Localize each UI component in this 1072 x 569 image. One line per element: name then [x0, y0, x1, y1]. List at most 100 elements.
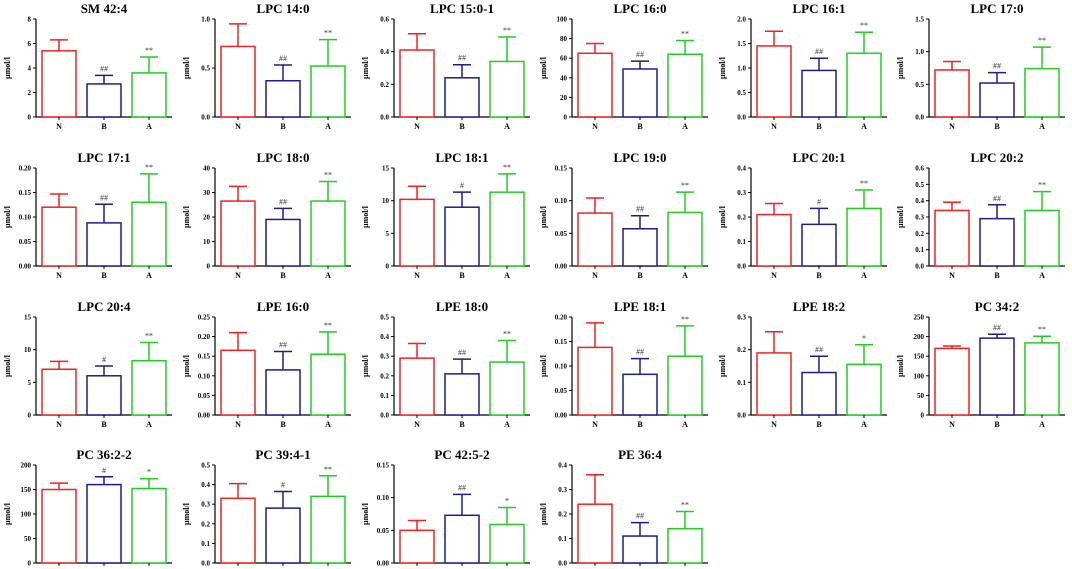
x-tick-label: A — [682, 271, 688, 280]
y-tick-label: 0.10 — [555, 363, 568, 371]
bar — [622, 535, 658, 564]
significance-label: ## — [993, 194, 1001, 203]
bar — [667, 53, 703, 118]
x-tick-label: B — [994, 271, 1000, 280]
bar — [979, 217, 1015, 267]
x-tick-label: A — [146, 122, 152, 131]
chart-panel: LPE 18:0 μmol/l 0.0 0.1 0.2 0.3 0.4 0.5 N B ## A ** — [361, 299, 530, 429]
y-tick-label: 0.0 — [380, 412, 389, 420]
x-tick-label: N — [949, 420, 955, 429]
y-tick-label: 10 — [24, 346, 32, 354]
y-tick-label: 1.0 — [201, 16, 210, 24]
y-tick-label: 0.5 — [737, 89, 746, 97]
bar — [979, 337, 1015, 416]
y-tick-label: 0.15 — [19, 189, 32, 197]
y-tick-label: 0.0 — [915, 114, 924, 122]
y-tick-label: 150 — [21, 486, 32, 494]
y-tick-label: 40 — [203, 165, 211, 173]
bar — [399, 529, 435, 564]
bar — [667, 527, 703, 564]
significance-label: ## — [815, 345, 823, 354]
significance-label: ## — [458, 483, 466, 492]
significance-label: # — [102, 355, 106, 364]
bar — [489, 523, 525, 564]
y-tick-label: 0.10 — [377, 494, 390, 502]
y-tick-label: 8 — [28, 16, 32, 24]
x-tick-label: A — [325, 271, 331, 280]
x-tick-label: N — [56, 271, 62, 280]
significance-label: ## — [279, 197, 287, 206]
bar — [220, 45, 256, 118]
significance-label: ** — [145, 46, 153, 55]
bar — [220, 349, 256, 416]
y-axis-label: μmol/l — [896, 205, 905, 228]
bar — [979, 82, 1015, 118]
chart-title: LPC 20:2 — [970, 150, 1023, 165]
y-axis-label: μmol/l — [539, 354, 548, 377]
bar — [220, 497, 256, 564]
y-axis-label: μmol/l — [361, 205, 370, 228]
bar — [131, 487, 167, 564]
significance-label: ** — [860, 21, 868, 30]
x-tick-label: A — [325, 420, 331, 429]
x-tick-label: A — [325, 122, 331, 131]
y-tick-label: 0.2 — [380, 372, 389, 380]
y-axis-label: μmol/l — [539, 56, 548, 79]
bar — [801, 371, 837, 416]
y-tick-label: 0.1 — [737, 379, 746, 387]
y-tick-label: 0.00 — [555, 263, 568, 271]
x-tick-label: A — [504, 420, 510, 429]
y-tick-label: 0.2 — [737, 214, 746, 222]
y-tick-label: 200 — [21, 462, 32, 470]
y-tick-label: 0.5 — [380, 314, 389, 322]
bar — [86, 375, 122, 416]
bar — [1024, 342, 1060, 416]
y-tick-label: 0.15 — [377, 462, 390, 470]
y-tick-label: 0 — [564, 114, 568, 122]
y-tick-label: 0.5 — [201, 462, 210, 470]
x-tick-label: B — [101, 271, 107, 280]
significance-label: ## — [993, 323, 1001, 332]
bar — [489, 191, 525, 267]
significance-label: ** — [681, 181, 689, 190]
significance-label: ** — [860, 179, 868, 188]
significance-label: * — [505, 496, 509, 505]
bar — [1024, 67, 1060, 118]
chart-panel: LPC 16:0 μmol/l 0 20 40 60 80 100 N B ## A ** — [539, 1, 708, 131]
x-tick-label: A — [1039, 420, 1045, 429]
y-tick-label: 0.3 — [737, 189, 746, 197]
x-tick-label: A — [504, 271, 510, 280]
y-tick-label: 0.4 — [201, 481, 210, 489]
y-tick-label: 0.05 — [555, 387, 568, 395]
bar — [622, 228, 658, 267]
y-tick-label: 0.05 — [377, 527, 390, 535]
y-tick-label: 1.5 — [915, 16, 924, 24]
significance-label: ** — [503, 26, 511, 35]
bar — [86, 483, 122, 564]
bar — [756, 45, 792, 118]
chart-panel: LPC 20:4 μmol/l 0 5 10 15 N B # A ** — [3, 299, 172, 429]
x-tick-label: N — [771, 420, 777, 429]
y-tick-label: 5 — [28, 379, 32, 387]
y-tick-label: 0.5 — [201, 65, 210, 73]
y-tick-label: 0.00 — [555, 412, 568, 420]
y-tick-label: 0.3 — [737, 314, 746, 322]
y-axis-label: μmol/l — [539, 205, 548, 228]
significance-label: ** — [324, 465, 332, 474]
bar — [489, 60, 525, 118]
y-tick-label: 0.0 — [737, 412, 746, 420]
y-axis-label: μmol/l — [3, 205, 12, 228]
bar — [131, 201, 167, 267]
y-axis-label: μmol/l — [718, 354, 727, 377]
x-tick-label: N — [771, 122, 777, 131]
significance-label: # — [460, 181, 464, 190]
significance-label: ## — [458, 348, 466, 357]
y-axis-label: μmol/l — [539, 502, 548, 525]
bar — [399, 49, 435, 118]
y-tick-label: 50 — [917, 392, 925, 400]
significance-label: ** — [324, 170, 332, 179]
x-tick-label: A — [1039, 122, 1045, 131]
significance-label: ** — [503, 330, 511, 339]
significance-label: ** — [145, 163, 153, 172]
y-tick-label: 0.4 — [737, 165, 746, 173]
